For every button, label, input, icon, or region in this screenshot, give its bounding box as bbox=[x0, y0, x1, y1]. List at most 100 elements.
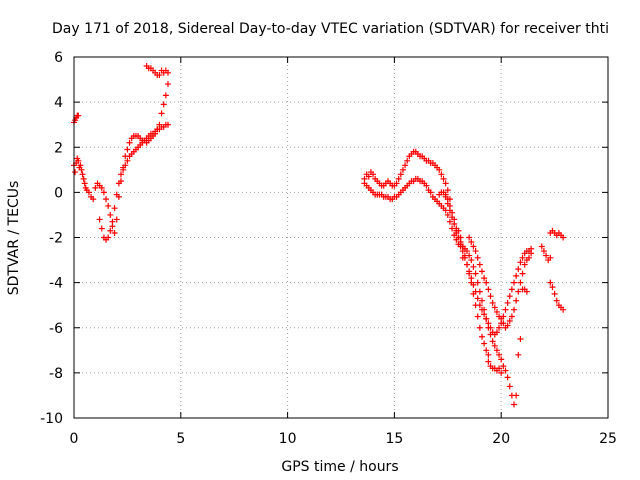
data-point bbox=[474, 313, 481, 320]
data-point bbox=[80, 175, 87, 182]
x-tick-label: 10 bbox=[279, 431, 297, 447]
data-point bbox=[506, 383, 513, 390]
data-point bbox=[455, 234, 462, 241]
data-point bbox=[506, 317, 513, 324]
data-point bbox=[504, 322, 511, 329]
data-point bbox=[496, 351, 503, 358]
x-axis-label: GPS time / hours bbox=[281, 459, 398, 475]
y-tick-label: 0 bbox=[54, 185, 63, 201]
data-point bbox=[397, 171, 404, 178]
data-point bbox=[500, 320, 507, 327]
data-point bbox=[485, 351, 492, 358]
data-point bbox=[164, 69, 171, 76]
data-point bbox=[72, 169, 79, 176]
data-point bbox=[549, 284, 556, 291]
data-point bbox=[496, 365, 503, 372]
data-point bbox=[560, 234, 567, 241]
data-point bbox=[113, 216, 120, 223]
data-point bbox=[440, 175, 447, 182]
data-point bbox=[444, 187, 451, 194]
data-point bbox=[478, 306, 485, 313]
data-point bbox=[519, 254, 526, 261]
data-point bbox=[107, 227, 114, 234]
data-point bbox=[113, 191, 120, 198]
data-point bbox=[117, 171, 124, 178]
data-point bbox=[493, 308, 500, 315]
data-point bbox=[517, 336, 524, 343]
data-point bbox=[478, 297, 485, 304]
x-tick-label: 5 bbox=[176, 431, 185, 447]
data-point bbox=[78, 166, 85, 173]
data-point bbox=[393, 180, 400, 187]
data-point bbox=[498, 369, 505, 376]
data-point bbox=[517, 259, 524, 266]
data-point bbox=[122, 162, 129, 169]
data-point bbox=[547, 279, 554, 286]
data-point bbox=[470, 243, 477, 250]
data-point bbox=[399, 166, 406, 173]
y-axis-label: SDTVAR / TECUs bbox=[6, 181, 22, 296]
data-point bbox=[491, 304, 498, 311]
y-tick-label: 2 bbox=[54, 140, 63, 156]
x-tick-label: 15 bbox=[385, 431, 403, 447]
data-point bbox=[472, 248, 479, 255]
data-point bbox=[453, 225, 460, 232]
data-point bbox=[513, 392, 520, 399]
data-point bbox=[551, 290, 558, 297]
data-point bbox=[423, 182, 430, 189]
data-point bbox=[474, 295, 481, 302]
data-point bbox=[493, 329, 500, 336]
data-point bbox=[517, 279, 524, 286]
data-point bbox=[466, 234, 473, 241]
y-tick-label: -4 bbox=[49, 276, 63, 292]
data-point bbox=[105, 202, 112, 209]
data-point bbox=[98, 184, 105, 191]
data-point bbox=[103, 196, 110, 203]
data-point bbox=[120, 166, 127, 173]
data-point bbox=[96, 216, 103, 223]
data-point bbox=[105, 234, 112, 241]
data-point bbox=[109, 218, 116, 225]
data-point bbox=[442, 180, 449, 187]
data-point bbox=[92, 184, 99, 191]
data-point bbox=[446, 218, 453, 225]
data-point bbox=[489, 299, 496, 306]
axis-ticks: 0 5 10 15 20 25 -10 -8 -6 -4 -2 0 2 4 6 bbox=[40, 50, 617, 447]
data-point bbox=[436, 166, 443, 173]
y-tick-label: -6 bbox=[49, 321, 63, 337]
data-point bbox=[451, 216, 458, 223]
data-point bbox=[521, 261, 528, 268]
data-point bbox=[515, 288, 522, 295]
data-point bbox=[511, 306, 518, 313]
data-point bbox=[538, 243, 545, 250]
data-point bbox=[511, 279, 518, 286]
data-point bbox=[483, 347, 490, 354]
data-point bbox=[442, 191, 449, 198]
data-point bbox=[156, 72, 163, 79]
data-point bbox=[470, 263, 477, 270]
x-tick-label: 0 bbox=[70, 431, 79, 447]
data-point bbox=[543, 252, 550, 259]
data-point bbox=[500, 363, 507, 370]
data-point bbox=[98, 225, 105, 232]
data-point bbox=[158, 110, 165, 117]
data-point bbox=[470, 290, 477, 297]
data-point bbox=[457, 243, 464, 250]
data-point bbox=[124, 146, 131, 153]
data-point bbox=[160, 101, 167, 108]
data-point bbox=[513, 297, 520, 304]
data-point bbox=[427, 189, 434, 196]
data-point bbox=[508, 286, 515, 293]
data-point bbox=[493, 347, 500, 354]
chart-title: Day 171 of 2018, Sidereal Day-to-day VTE… bbox=[52, 21, 609, 37]
data-point bbox=[468, 239, 475, 246]
data-point bbox=[498, 315, 505, 322]
data-point bbox=[508, 313, 515, 320]
data-point bbox=[126, 139, 133, 146]
data-point bbox=[502, 367, 509, 374]
y-tick-label: -10 bbox=[40, 411, 63, 427]
data-point bbox=[468, 279, 475, 286]
data-point bbox=[77, 162, 84, 169]
data-point bbox=[464, 261, 471, 268]
